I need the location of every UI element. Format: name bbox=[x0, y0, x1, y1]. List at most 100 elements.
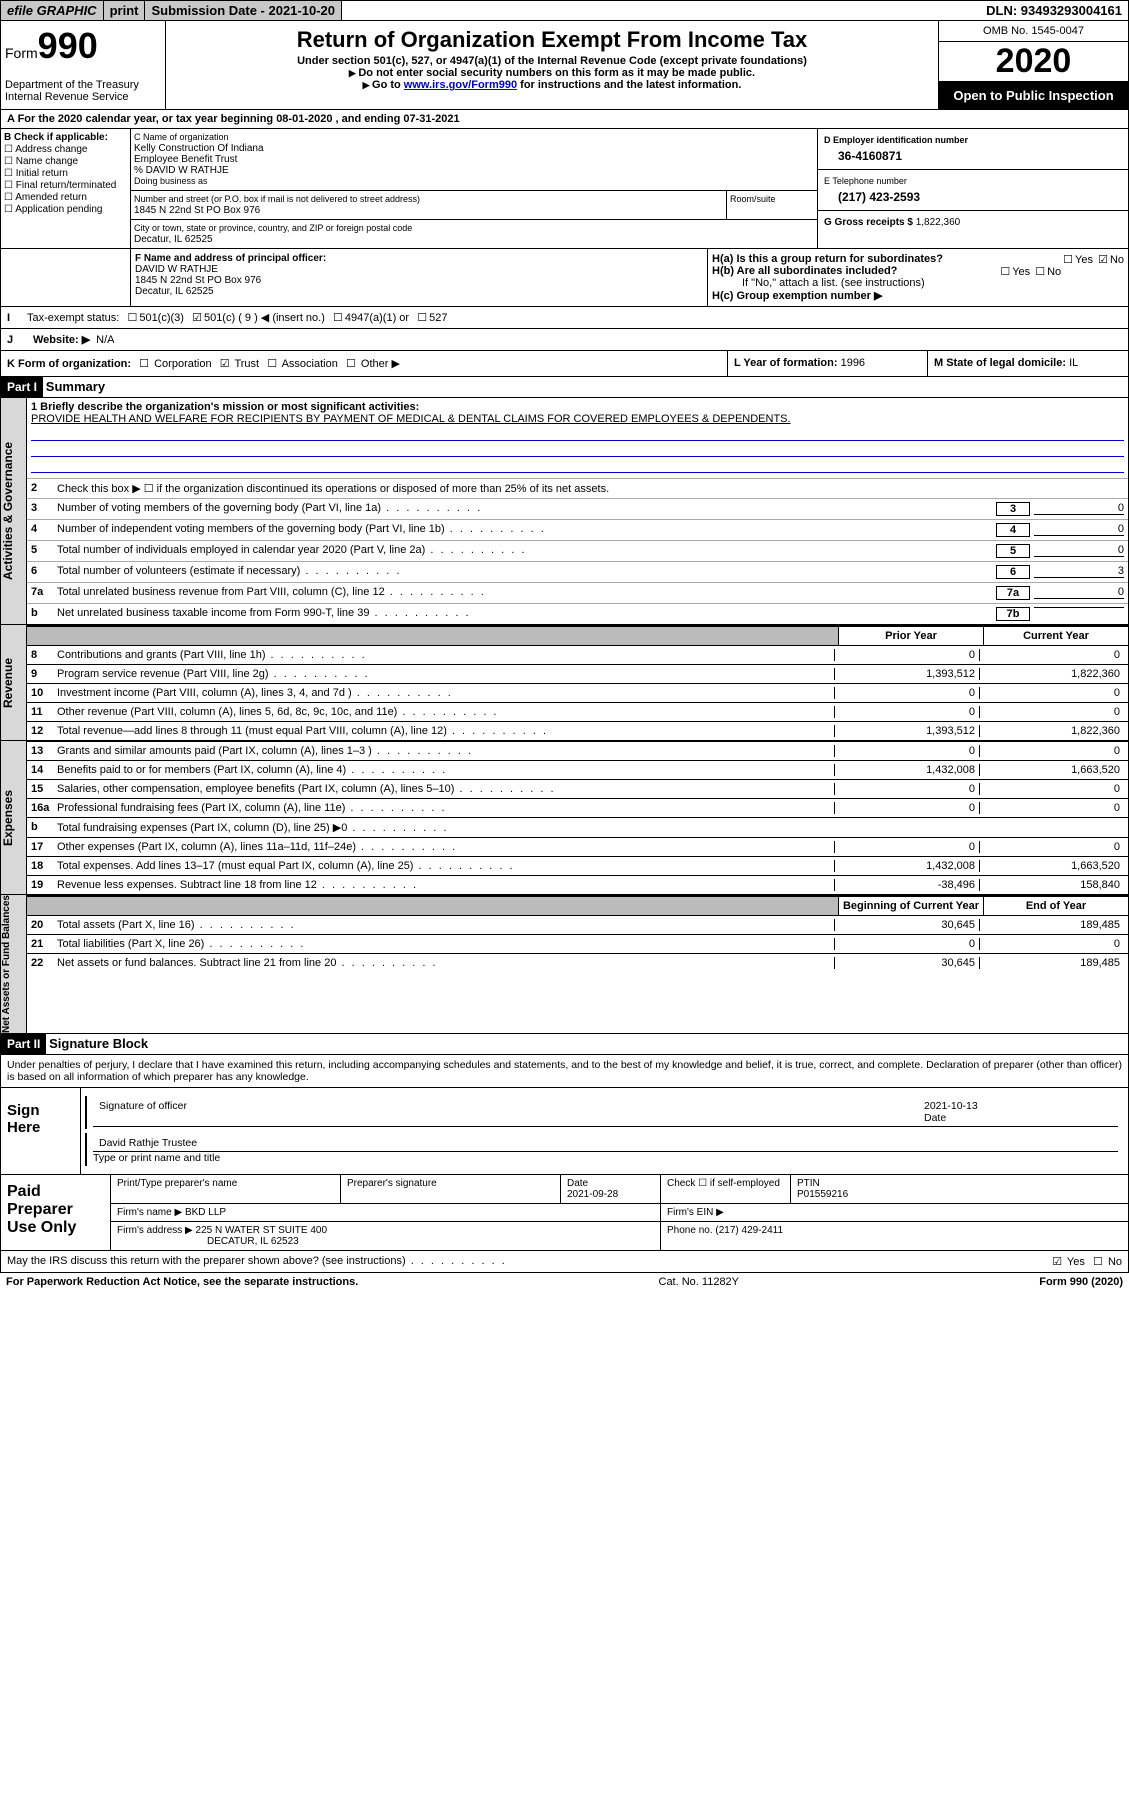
l7a: Total unrelated business revenue from Pa… bbox=[57, 586, 992, 598]
dba-label: Doing business as bbox=[134, 176, 208, 186]
table-row: 12Total revenue—add lines 8 through 11 (… bbox=[27, 721, 1128, 740]
officer-addr1: 1845 N 22nd St PO Box 976 bbox=[135, 275, 261, 286]
chk-name-change[interactable]: Name change bbox=[4, 156, 127, 167]
sub3-b: for instructions and the latest informat… bbox=[517, 79, 741, 91]
table-row: 19Revenue less expenses. Subtract line 1… bbox=[27, 875, 1128, 894]
prior-value: 0 bbox=[834, 938, 979, 950]
table-row: 16aProfessional fundraising fees (Part I… bbox=[27, 798, 1128, 817]
hb-no[interactable] bbox=[1033, 266, 1047, 278]
current-value: 0 bbox=[979, 745, 1124, 757]
firm-name-lbl: Firm's name ▶ bbox=[117, 1207, 182, 1218]
current-value: 0 bbox=[979, 783, 1124, 795]
line-text: Professional fundraising fees (Part IX, … bbox=[57, 802, 834, 814]
discuss-yes[interactable] bbox=[1050, 1256, 1064, 1268]
table-row: 17Other expenses (Part IX, column (A), l… bbox=[27, 837, 1128, 856]
sig-date-lbl: Date bbox=[924, 1112, 946, 1124]
part1-title: Summary bbox=[46, 376, 105, 397]
chk-app-pending[interactable]: Application pending bbox=[4, 204, 127, 215]
line-number: 15 bbox=[31, 783, 57, 795]
line-number: 20 bbox=[31, 919, 57, 931]
chk-amended[interactable]: Amended return bbox=[4, 192, 127, 203]
foot-mid: Cat. No. 11282Y bbox=[659, 1276, 740, 1288]
table-row: 18Total expenses. Add lines 13–17 (must … bbox=[27, 856, 1128, 875]
chk-4947[interactable] bbox=[331, 311, 345, 324]
strip-governance: Activities & Governance bbox=[1, 398, 27, 624]
current-value: 0 bbox=[979, 649, 1124, 661]
phone-lbl: Phone no. bbox=[667, 1225, 713, 1236]
paid-preparer-label: Paid Preparer Use Only bbox=[1, 1175, 111, 1250]
firm-addr1: 225 N WATER ST SUITE 400 bbox=[196, 1225, 328, 1236]
street-value: 1845 N 22nd St PO Box 976 bbox=[134, 205, 260, 216]
website-value: N/A bbox=[96, 334, 114, 346]
chk-527[interactable] bbox=[415, 311, 429, 324]
prior-value: 1,432,008 bbox=[834, 764, 979, 776]
form-prefix: Form bbox=[5, 45, 38, 61]
hdr-current: Current Year bbox=[983, 627, 1128, 645]
chk-assoc[interactable] bbox=[265, 358, 279, 370]
section-revenue: Revenue Prior Year Current Year 8Contrib… bbox=[0, 625, 1129, 741]
current-value: 158,840 bbox=[979, 879, 1124, 891]
mission-blank-2 bbox=[31, 443, 1124, 457]
sign-here-label: Sign Here bbox=[1, 1088, 81, 1174]
prep-check-lbl: Check ☐ if self-employed bbox=[661, 1175, 791, 1203]
signature-block: Under penalties of perjury, I declare th… bbox=[0, 1055, 1129, 1251]
strip-expenses: Expenses bbox=[1, 741, 27, 894]
current-value: 189,485 bbox=[979, 919, 1124, 931]
row-k: K Form of organization: Corporation Trus… bbox=[1, 351, 728, 376]
hb-yes[interactable] bbox=[998, 266, 1012, 278]
box-d-e-g: D Employer identification number 36-4160… bbox=[818, 129, 1128, 248]
hb-note: If "No," attach a list. (see instruction… bbox=[712, 277, 1124, 289]
ha-yes[interactable] bbox=[1061, 254, 1075, 266]
l7b: Net unrelated business taxable income fr… bbox=[57, 607, 992, 619]
street-label: Number and street (or P.O. box if mail i… bbox=[134, 194, 420, 204]
sig-date: 2021-10-13 bbox=[924, 1100, 978, 1112]
line-number: 21 bbox=[31, 938, 57, 950]
org-name-label: C Name of organization bbox=[134, 132, 229, 142]
line-number: 18 bbox=[31, 860, 57, 872]
current-value: 1,663,520 bbox=[979, 764, 1124, 776]
line-number: 8 bbox=[31, 649, 57, 661]
chk-trust[interactable] bbox=[218, 358, 232, 370]
v7b bbox=[1034, 607, 1124, 608]
part2-header: Part II Signature Block bbox=[0, 1034, 1129, 1055]
tax-year: 2020 bbox=[939, 42, 1128, 82]
row-klm: K Form of organization: Corporation Trus… bbox=[0, 351, 1129, 377]
line-number: 16a bbox=[31, 802, 57, 814]
current-value: 189,485 bbox=[979, 957, 1124, 969]
prior-value: 1,393,512 bbox=[834, 725, 979, 737]
opt-501c: 501(c) ( 9 ) ◀ (insert no.) bbox=[204, 311, 325, 324]
part2-tag: Part II bbox=[1, 1034, 46, 1054]
topbar: efile GRAPHIC print Submission Date - 20… bbox=[0, 0, 1129, 21]
line-number: 10 bbox=[31, 687, 57, 699]
row-i: I Tax-exempt status: 501(c)(3) 501(c) ( … bbox=[0, 307, 1129, 329]
chk-address-change[interactable]: Address change bbox=[4, 144, 127, 155]
prior-value: 1,393,512 bbox=[834, 668, 979, 680]
line-number: 12 bbox=[31, 725, 57, 737]
ptin-val: P01559216 bbox=[797, 1189, 848, 1200]
chk-501c3[interactable] bbox=[125, 311, 139, 324]
table-row: 22Net assets or fund balances. Subtract … bbox=[27, 953, 1128, 972]
line-text: Salaries, other compensation, employee b… bbox=[57, 783, 834, 795]
hdr-prior: Prior Year bbox=[838, 627, 983, 645]
discuss-no[interactable] bbox=[1091, 1256, 1105, 1268]
print-button[interactable]: print bbox=[104, 1, 146, 20]
firm-ein-lbl: Firm's EIN ▶ bbox=[661, 1204, 1128, 1221]
form-id-block: Form990 Department of the Treasury Inter… bbox=[1, 21, 166, 109]
row-j: J Website: ▶ N/A bbox=[0, 329, 1129, 351]
entity-block: B Check if applicable: Address change Na… bbox=[0, 129, 1129, 249]
chk-final-return[interactable]: Final return/terminated bbox=[4, 180, 127, 191]
box-h: H(a) Is this a group return for subordin… bbox=[708, 249, 1128, 306]
table-row: 10Investment income (Part VIII, column (… bbox=[27, 683, 1128, 702]
dln-label: DLN: 93493293004161 bbox=[980, 1, 1128, 20]
strip-revenue: Revenue bbox=[1, 625, 27, 740]
sub3-a: Go to bbox=[372, 79, 404, 91]
row-l: L Year of formation: 1996 bbox=[728, 351, 928, 376]
chk-corp[interactable] bbox=[137, 358, 151, 370]
submission-date: Submission Date - 2021-10-20 bbox=[145, 1, 342, 20]
ha-no[interactable] bbox=[1096, 254, 1110, 266]
instructions-link[interactable]: www.irs.gov/Form990 bbox=[404, 79, 517, 91]
row-a-tax-year: A For the 2020 calendar year, or tax yea… bbox=[0, 110, 1129, 129]
chk-initial-return[interactable]: Initial return bbox=[4, 168, 127, 179]
chk-501c[interactable] bbox=[190, 311, 204, 324]
chk-other[interactable] bbox=[344, 358, 358, 370]
